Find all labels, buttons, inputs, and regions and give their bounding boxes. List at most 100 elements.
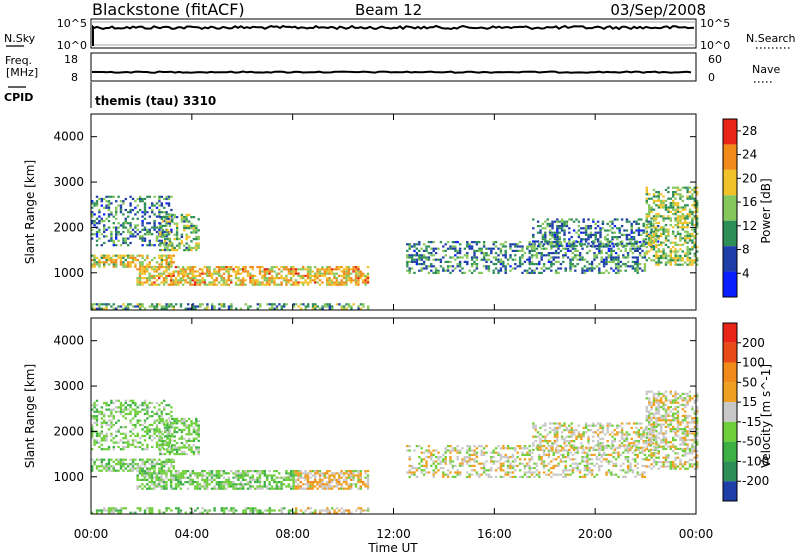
range-cell xyxy=(576,258,579,261)
range-cell xyxy=(141,277,144,280)
range-cell xyxy=(163,421,166,424)
range-cell xyxy=(304,474,307,477)
range-cell xyxy=(664,228,668,231)
range-cell xyxy=(138,470,142,473)
range-cell xyxy=(686,230,689,233)
range-cell xyxy=(328,470,331,473)
range-cell xyxy=(275,266,278,269)
range-cell xyxy=(556,220,559,223)
range-cell xyxy=(592,446,595,449)
range-cell xyxy=(314,470,317,473)
range-cell xyxy=(178,446,181,449)
range-cell xyxy=(408,260,411,263)
range-cell xyxy=(514,267,517,270)
range-cell xyxy=(275,277,278,280)
range-cell xyxy=(657,257,660,260)
range-cell xyxy=(232,270,235,273)
range-cell xyxy=(165,463,168,466)
range-cell xyxy=(159,231,162,234)
range-cell xyxy=(119,261,123,264)
range-cell xyxy=(280,509,283,512)
range-cell xyxy=(197,450,200,453)
range-cell xyxy=(155,412,159,416)
range-cell xyxy=(676,221,680,224)
range-cell xyxy=(163,224,167,227)
range-cell xyxy=(163,511,166,514)
range-cell xyxy=(139,208,142,212)
range-cell xyxy=(619,260,623,263)
range-cell xyxy=(199,303,202,306)
range-cell xyxy=(168,244,172,247)
range-cell xyxy=(575,437,578,440)
range-cell xyxy=(180,220,184,223)
range-cell xyxy=(444,456,447,459)
range-cell xyxy=(182,270,185,273)
range-cell xyxy=(473,464,476,467)
range-cell xyxy=(541,440,545,443)
range-cell xyxy=(589,236,593,239)
range-cell xyxy=(547,462,551,465)
range-cell xyxy=(352,470,355,473)
range-cell xyxy=(280,487,283,490)
range-cell xyxy=(509,456,512,459)
range-cell xyxy=(662,226,665,229)
range-cell xyxy=(667,246,670,249)
range-cell xyxy=(292,474,295,477)
range-cell xyxy=(119,256,123,259)
range-cell xyxy=(119,465,123,468)
range-cell xyxy=(91,219,94,223)
range-cell xyxy=(554,447,558,450)
range-cell xyxy=(558,422,561,425)
range-cell xyxy=(593,267,596,270)
range-cell xyxy=(333,281,336,284)
range-cell xyxy=(696,217,699,220)
range-cell xyxy=(218,470,221,473)
range-cell xyxy=(340,507,343,510)
range-cell xyxy=(124,458,127,461)
range-cell xyxy=(163,423,166,427)
range-cell xyxy=(287,270,290,273)
range-cell xyxy=(499,267,503,270)
range-cell xyxy=(268,470,271,473)
range-cell xyxy=(518,458,522,461)
range-cell xyxy=(437,258,440,261)
range-cell xyxy=(544,424,547,427)
range-cell xyxy=(117,428,120,431)
range-cell xyxy=(208,283,211,286)
range-cell xyxy=(172,476,175,479)
range-cell xyxy=(664,188,668,191)
range-cell xyxy=(141,474,144,477)
range-cell xyxy=(662,228,665,231)
range-cell xyxy=(454,247,457,250)
range-cell xyxy=(115,430,118,433)
range-cell xyxy=(539,231,542,234)
range-cell xyxy=(528,243,531,246)
range-cell xyxy=(540,258,543,261)
range-cell xyxy=(541,238,545,241)
range-cell xyxy=(150,268,154,271)
range-cell xyxy=(574,247,577,250)
range-cell xyxy=(165,470,168,473)
range-cell xyxy=(497,460,500,463)
range-cell xyxy=(266,270,269,273)
range-cell xyxy=(225,487,228,490)
range-cell xyxy=(93,202,96,205)
range-cell xyxy=(184,481,187,484)
range-cell xyxy=(506,258,510,261)
range-cell xyxy=(598,247,601,250)
range-cell xyxy=(669,248,672,251)
range-cell xyxy=(593,258,596,261)
range-cell xyxy=(662,202,665,205)
range-cell xyxy=(536,225,540,228)
range-cell xyxy=(158,483,161,486)
range-cell xyxy=(541,424,545,427)
range-cell xyxy=(190,424,193,427)
range-cell xyxy=(227,481,230,484)
range-cell xyxy=(594,444,597,447)
range-cell xyxy=(110,509,113,512)
range-cell xyxy=(251,511,255,514)
range-cell xyxy=(143,434,147,438)
range-cell xyxy=(366,470,370,473)
range-cell xyxy=(446,247,450,250)
